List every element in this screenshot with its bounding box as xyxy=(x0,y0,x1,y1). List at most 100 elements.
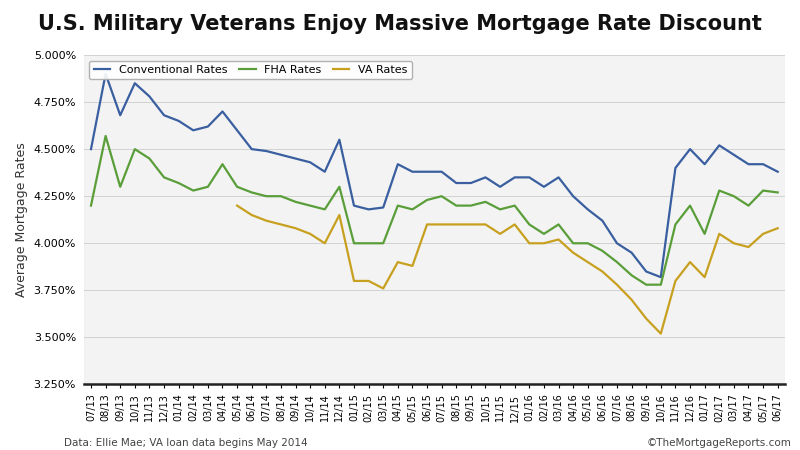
FHA Rates xyxy=(378,241,388,246)
Conventional Rates xyxy=(378,205,388,210)
FHA Rates xyxy=(744,203,754,208)
FHA Rates xyxy=(262,194,271,199)
Line: FHA Rates: FHA Rates xyxy=(91,136,778,285)
Conventional Rates xyxy=(101,71,110,76)
Conventional Rates xyxy=(642,269,651,274)
FHA Rates xyxy=(232,184,242,189)
VA Rates xyxy=(686,259,695,265)
VA Rates xyxy=(583,259,593,265)
VA Rates xyxy=(349,278,358,284)
Conventional Rates xyxy=(145,94,154,99)
Conventional Rates xyxy=(451,180,461,186)
FHA Rates xyxy=(276,194,286,199)
Conventional Rates xyxy=(612,241,622,246)
FHA Rates xyxy=(583,241,593,246)
VA Rates xyxy=(642,316,651,321)
FHA Rates xyxy=(612,259,622,265)
Conventional Rates xyxy=(262,148,271,154)
FHA Rates xyxy=(393,203,402,208)
VA Rates xyxy=(656,331,666,336)
VA Rates xyxy=(262,218,271,223)
FHA Rates xyxy=(510,203,519,208)
Bar xyxy=(84,55,785,384)
VA Rates xyxy=(393,259,402,265)
Conventional Rates xyxy=(115,112,125,118)
VA Rates xyxy=(612,282,622,288)
Conventional Rates xyxy=(437,169,446,175)
FHA Rates xyxy=(218,162,227,167)
Conventional Rates xyxy=(174,118,183,124)
FHA Rates xyxy=(174,180,183,186)
FHA Rates xyxy=(451,203,461,208)
FHA Rates xyxy=(334,184,344,189)
Conventional Rates xyxy=(758,162,768,167)
FHA Rates xyxy=(773,190,782,195)
Text: U.S. Military Veterans Enjoy Massive Mortgage Rate Discount: U.S. Military Veterans Enjoy Massive Mor… xyxy=(38,14,762,33)
Conventional Rates xyxy=(744,162,754,167)
VA Rates xyxy=(306,231,315,237)
Conventional Rates xyxy=(86,146,96,152)
Legend: Conventional Rates, FHA Rates, VA Rates: Conventional Rates, FHA Rates, VA Rates xyxy=(90,61,412,80)
Conventional Rates xyxy=(714,143,724,148)
VA Rates xyxy=(481,222,490,227)
Conventional Rates xyxy=(320,169,330,175)
Conventional Rates xyxy=(495,184,505,189)
Conventional Rates xyxy=(525,175,534,180)
VA Rates xyxy=(539,241,549,246)
FHA Rates xyxy=(437,194,446,199)
Conventional Rates xyxy=(539,184,549,189)
VA Rates xyxy=(276,222,286,227)
FHA Rates xyxy=(626,273,636,278)
FHA Rates xyxy=(758,188,768,193)
Conventional Rates xyxy=(670,165,680,171)
Conventional Rates xyxy=(729,152,738,158)
Text: Data: Ellie Mae; VA loan data begins May 2014: Data: Ellie Mae; VA loan data begins May… xyxy=(64,438,308,448)
Conventional Rates xyxy=(510,175,519,180)
VA Rates xyxy=(729,241,738,246)
VA Rates xyxy=(758,231,768,237)
VA Rates xyxy=(598,269,607,274)
FHA Rates xyxy=(145,156,154,161)
VA Rates xyxy=(408,263,418,269)
Conventional Rates xyxy=(364,207,374,212)
FHA Rates xyxy=(700,231,710,237)
VA Rates xyxy=(247,212,257,218)
Text: ©TheMortgageReports.com: ©TheMortgageReports.com xyxy=(647,438,792,448)
FHA Rates xyxy=(568,241,578,246)
VA Rates xyxy=(510,222,519,227)
Conventional Rates xyxy=(481,175,490,180)
VA Rates xyxy=(437,222,446,227)
VA Rates xyxy=(626,297,636,302)
Conventional Rates xyxy=(334,137,344,142)
FHA Rates xyxy=(598,248,607,253)
Conventional Rates xyxy=(203,124,213,129)
FHA Rates xyxy=(349,241,358,246)
FHA Rates xyxy=(554,222,563,227)
VA Rates xyxy=(773,225,782,231)
VA Rates xyxy=(554,237,563,242)
VA Rates xyxy=(525,241,534,246)
Conventional Rates xyxy=(773,169,782,175)
Conventional Rates xyxy=(232,128,242,133)
VA Rates xyxy=(744,244,754,250)
Conventional Rates xyxy=(408,169,418,175)
FHA Rates xyxy=(320,207,330,212)
Line: Conventional Rates: Conventional Rates xyxy=(91,74,778,277)
Conventional Rates xyxy=(393,162,402,167)
FHA Rates xyxy=(686,203,695,208)
VA Rates xyxy=(290,225,300,231)
Conventional Rates xyxy=(306,160,315,165)
Conventional Rates xyxy=(583,207,593,212)
VA Rates xyxy=(334,212,344,218)
VA Rates xyxy=(714,231,724,237)
Conventional Rates xyxy=(276,152,286,158)
Line: VA Rates: VA Rates xyxy=(237,206,778,333)
VA Rates xyxy=(378,286,388,291)
VA Rates xyxy=(495,231,505,237)
FHA Rates xyxy=(203,184,213,189)
FHA Rates xyxy=(422,197,432,202)
VA Rates xyxy=(451,222,461,227)
FHA Rates xyxy=(306,203,315,208)
FHA Rates xyxy=(290,199,300,205)
FHA Rates xyxy=(189,188,198,193)
